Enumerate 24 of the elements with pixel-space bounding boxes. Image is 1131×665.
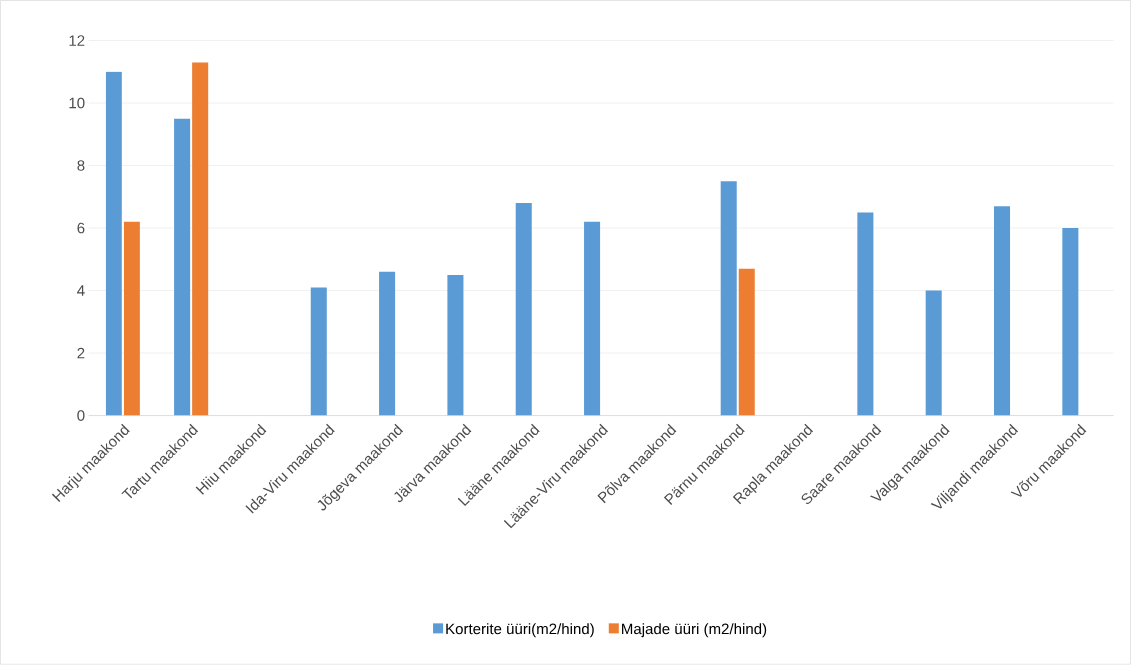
legend-label: Majade üüri (m2/hind): [622, 623, 767, 638]
y-tick-label: 12: [69, 35, 85, 46]
y-tick-label: 2: [77, 347, 85, 359]
y-tick-label: 8: [77, 160, 85, 171]
legend-label: Korterite üüri(m2/hind): [446, 623, 594, 638]
y-tick-label: 10: [69, 97, 85, 109]
bar: [310, 287, 327, 416]
y-tick-label: 6: [77, 222, 85, 234]
bar: [379, 271, 396, 416]
bar: [1062, 228, 1079, 416]
bar: [994, 206, 1011, 416]
bar: [447, 275, 464, 416]
bar: [584, 221, 601, 416]
bar: [738, 268, 755, 416]
bar: [515, 203, 532, 416]
y-tick-label: 0: [77, 410, 85, 422]
bar: [857, 212, 874, 416]
bar: [105, 71, 122, 416]
bar: [174, 118, 191, 416]
bar: [720, 181, 737, 416]
y-tick-label: 4: [77, 285, 85, 296]
bar: [925, 290, 942, 416]
bar: [192, 62, 209, 416]
bar: [123, 221, 140, 416]
